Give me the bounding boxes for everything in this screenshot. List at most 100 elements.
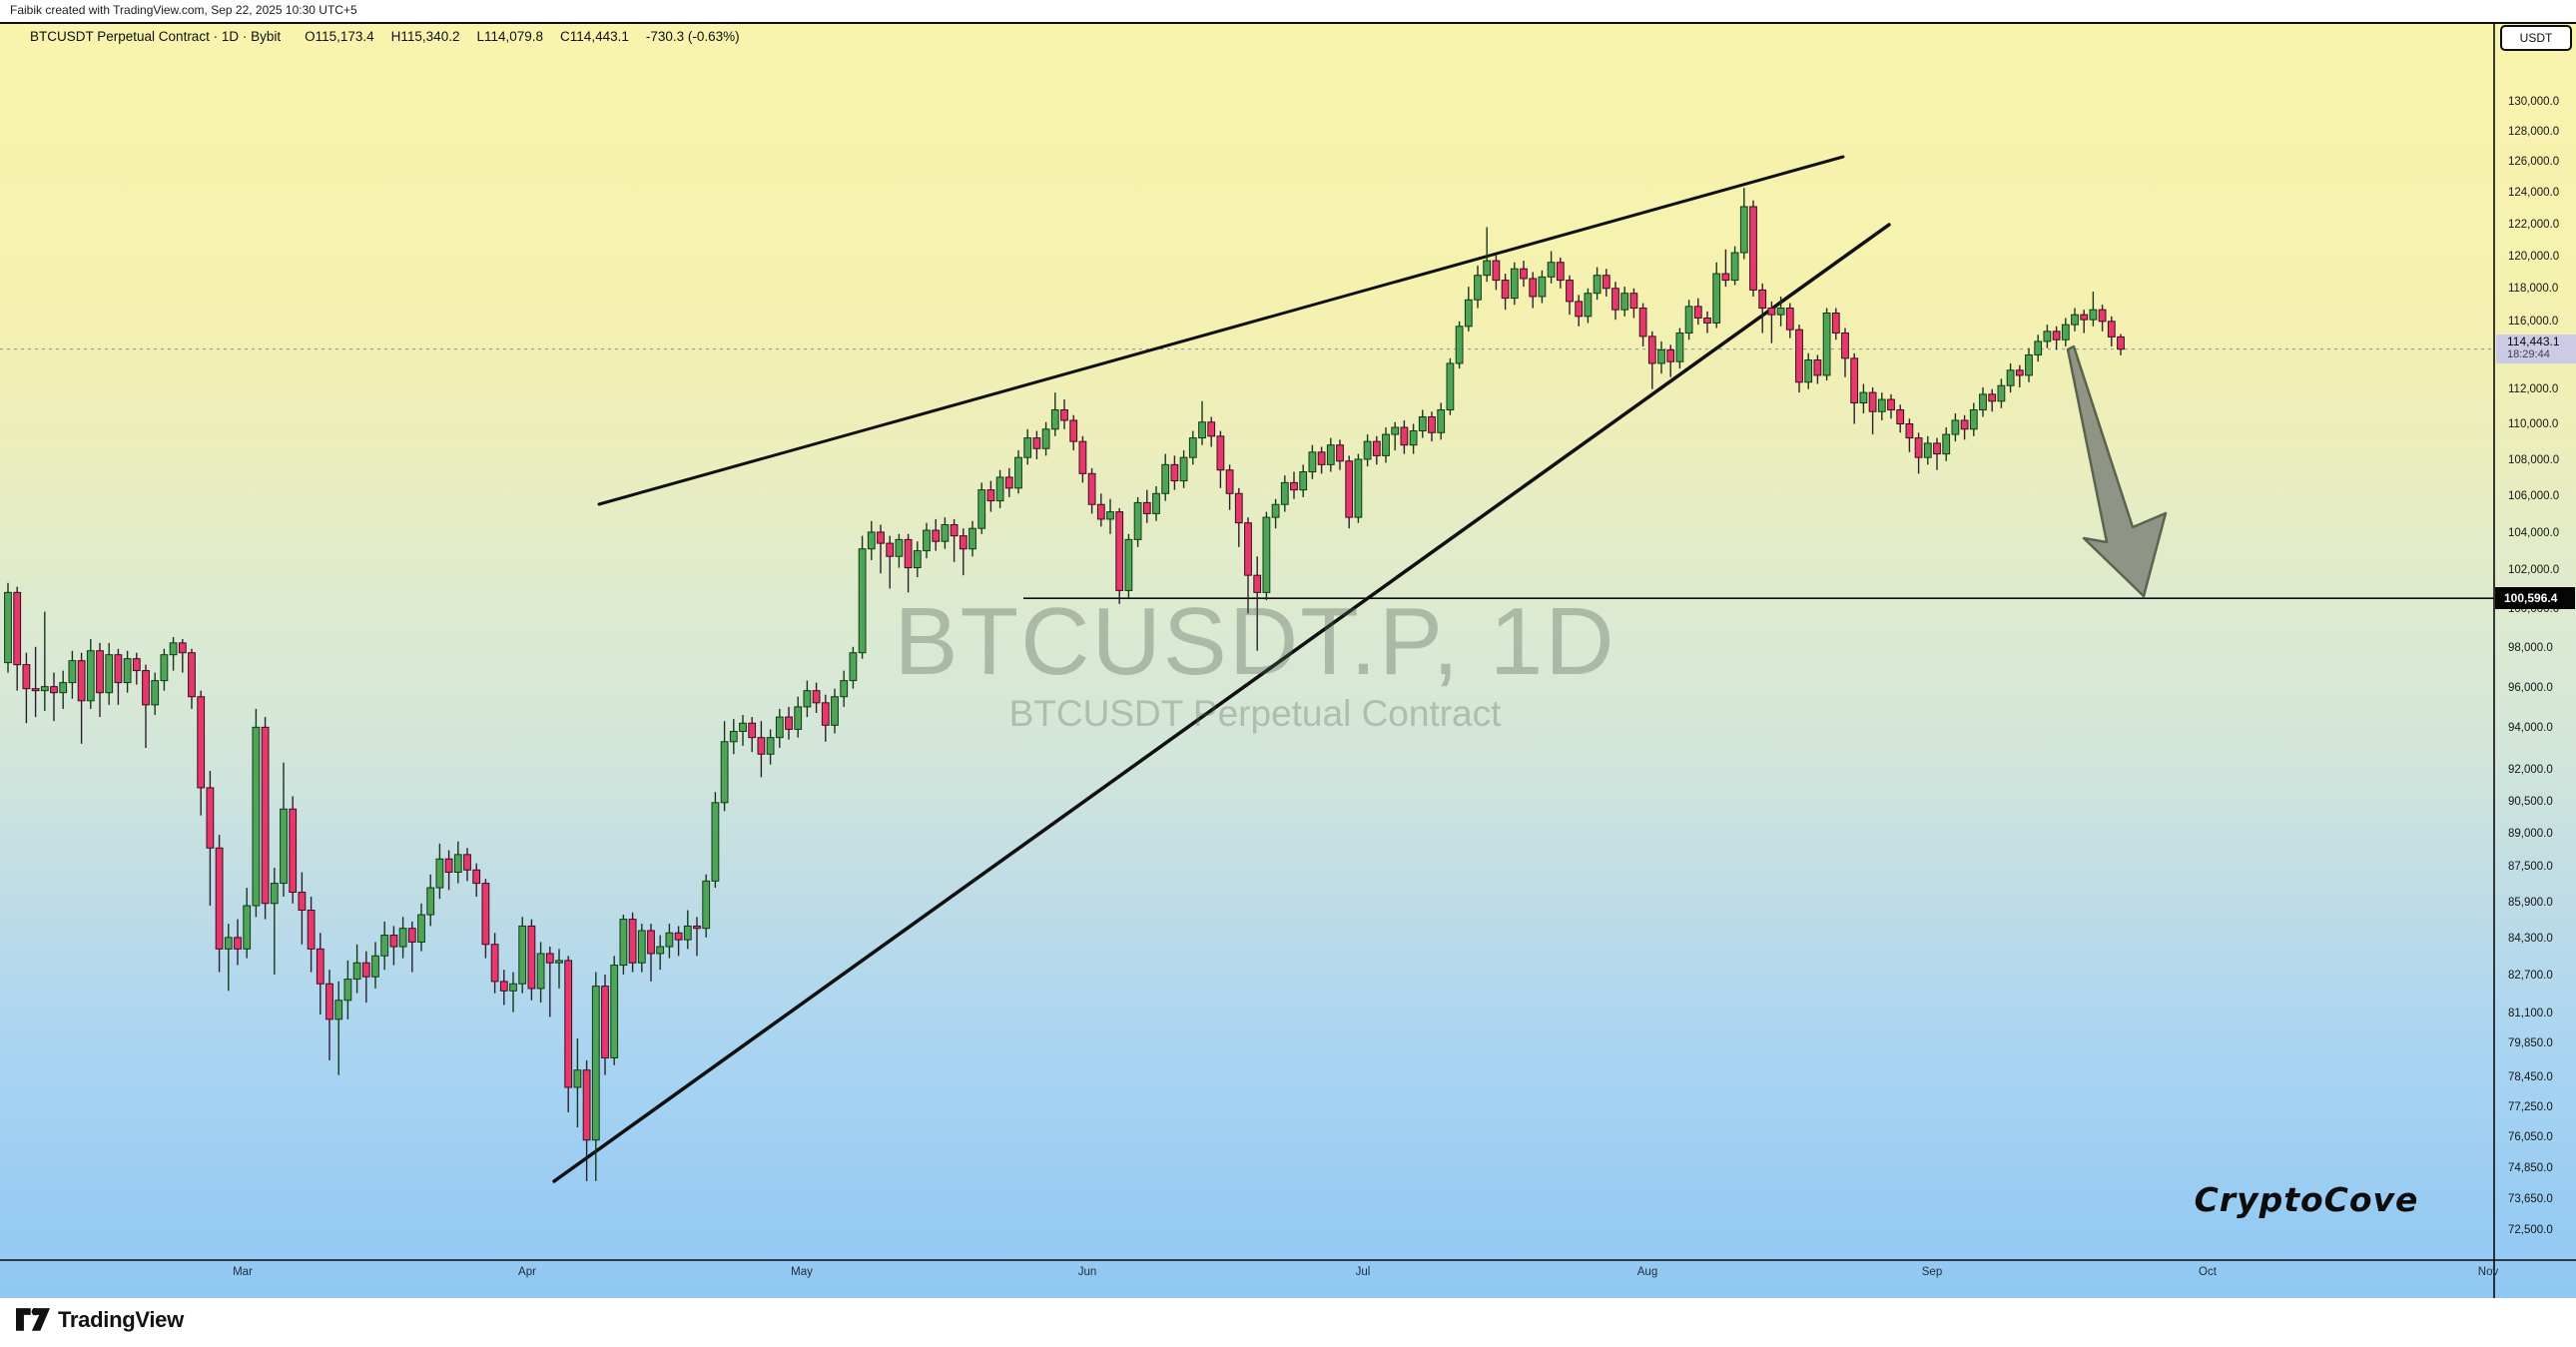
trendline-1[interactable] — [597, 155, 1845, 506]
candle-body — [68, 660, 77, 684]
candle-body — [867, 531, 876, 550]
candle-body — [1666, 348, 1675, 362]
candle-body — [77, 660, 86, 702]
symbol-info-row[interactable]: BTCUSDT Perpetual Contract · 1D · Bybit O… — [30, 29, 757, 44]
candle-body — [904, 538, 913, 569]
time-axis-label[interactable]: May — [791, 1266, 813, 1278]
time-axis-label[interactable]: Mar — [233, 1266, 253, 1278]
candle-body — [1997, 384, 2006, 402]
ohlc-low: L114,079.8 — [476, 29, 544, 44]
ohlc-close: C114,443.1 — [560, 29, 629, 44]
price-axis-label: 78,450.0 — [2508, 1071, 2553, 1084]
candle-body — [573, 1069, 582, 1088]
candle-body — [831, 696, 839, 726]
candle-body — [923, 529, 931, 552]
candle-body — [656, 946, 665, 955]
candle-body — [343, 979, 352, 1002]
candle-body — [536, 953, 545, 990]
current-price-label: 114,443.1 18:29:44 — [2496, 334, 2576, 363]
candle-body — [1638, 308, 1647, 337]
price-axis-label: 102,000.0 — [2508, 564, 2560, 577]
candle-body — [619, 919, 628, 967]
candle-body — [160, 654, 169, 682]
candle-body — [785, 716, 793, 730]
candle-body — [1703, 317, 1711, 324]
candle-body — [821, 702, 830, 726]
candle-body — [499, 981, 508, 992]
candle-body — [389, 935, 398, 948]
attribution-text: Faibik created with TradingView.com, Sep… — [10, 3, 357, 17]
candle-body — [739, 722, 747, 732]
down-arrow-drawing[interactable] — [2066, 344, 2168, 598]
candle-body — [683, 925, 692, 941]
candle-body — [169, 642, 178, 656]
chart-area[interactable]: BTCUSDT Perpetual Contract · 1D · Bybit O… — [0, 22, 2576, 1298]
time-axis-label[interactable]: Apr — [518, 1266, 536, 1278]
candle-body — [509, 983, 517, 992]
candle-body — [711, 802, 720, 882]
candle-body — [1372, 440, 1381, 456]
chart-canvas[interactable] — [0, 22, 2576, 1298]
time-axis-label[interactable]: Jul — [1355, 1266, 1371, 1278]
symbol-title[interactable]: BTCUSDT Perpetual Contract · 1D · Bybit — [30, 29, 282, 44]
candle-body — [545, 953, 554, 964]
candle-body — [1501, 280, 1510, 300]
currency-toggle-button[interactable]: USDT — [2500, 25, 2572, 51]
candle-body — [142, 670, 150, 706]
candle-body — [1188, 437, 1197, 458]
candle-body — [178, 642, 187, 654]
candle-body — [674, 932, 683, 941]
candle-body — [720, 741, 729, 804]
candle-body — [1951, 419, 1960, 435]
candle-body — [2006, 369, 2015, 386]
price-axis-label: 81,100.0 — [2508, 1008, 2553, 1020]
candle-body — [959, 535, 967, 550]
candle-body — [298, 892, 307, 912]
candle-body — [1170, 463, 1179, 482]
time-axis-label[interactable]: Aug — [1636, 1266, 1658, 1278]
candle-body — [1887, 398, 1895, 410]
price-axis-label: 76,050.0 — [2508, 1131, 2553, 1144]
candle-body — [858, 548, 867, 654]
candle-body — [252, 726, 261, 907]
price-axis-label: 118,000.0 — [2508, 283, 2559, 296]
candle-body — [316, 948, 324, 985]
candle-body — [1804, 359, 1813, 383]
candle-body — [270, 883, 279, 905]
trendline-2[interactable] — [552, 223, 1891, 1183]
candle-body — [1657, 348, 1665, 364]
candle-body — [1455, 326, 1464, 364]
candle-body — [407, 928, 416, 943]
candle-body — [1096, 503, 1105, 520]
candle-body — [1244, 522, 1252, 576]
tradingview-logo[interactable]: TradingView — [16, 1307, 184, 1333]
price-axis-label: 87,500.0 — [2508, 861, 2553, 874]
time-axis-label[interactable]: Oct — [2199, 1266, 2217, 1278]
price-axis-label: 120,000.0 — [2508, 250, 2560, 263]
candle-body — [325, 983, 333, 1020]
time-axis-label[interactable]: Jun — [1077, 1266, 1097, 1278]
candle-body — [1271, 503, 1280, 518]
candle-body — [886, 542, 895, 557]
candle-body — [444, 858, 453, 873]
candle-body — [757, 737, 766, 755]
candle-body — [1712, 273, 1721, 324]
candle-body — [86, 650, 95, 702]
candle-body — [1004, 476, 1013, 489]
candle-body — [481, 883, 490, 946]
candle-body — [463, 854, 471, 871]
candle-body — [1262, 516, 1271, 593]
candle-body — [766, 737, 775, 755]
price-axis-label: 84,300.0 — [2508, 933, 2553, 946]
candle-body — [1593, 275, 1602, 295]
watermark-symbol: BTCUSDT.P, 1D — [894, 588, 1616, 695]
candle-body — [2107, 321, 2116, 337]
candle-body — [1124, 538, 1133, 591]
time-axis-label[interactable]: Nov — [2477, 1266, 2499, 1278]
candle-body — [1629, 293, 1638, 310]
time-axis-label[interactable]: Sep — [1921, 1266, 1943, 1278]
candle-body — [1161, 463, 1170, 494]
candle-body — [1336, 444, 1344, 462]
candle-body — [1464, 299, 1473, 328]
candle-body — [1280, 481, 1289, 505]
